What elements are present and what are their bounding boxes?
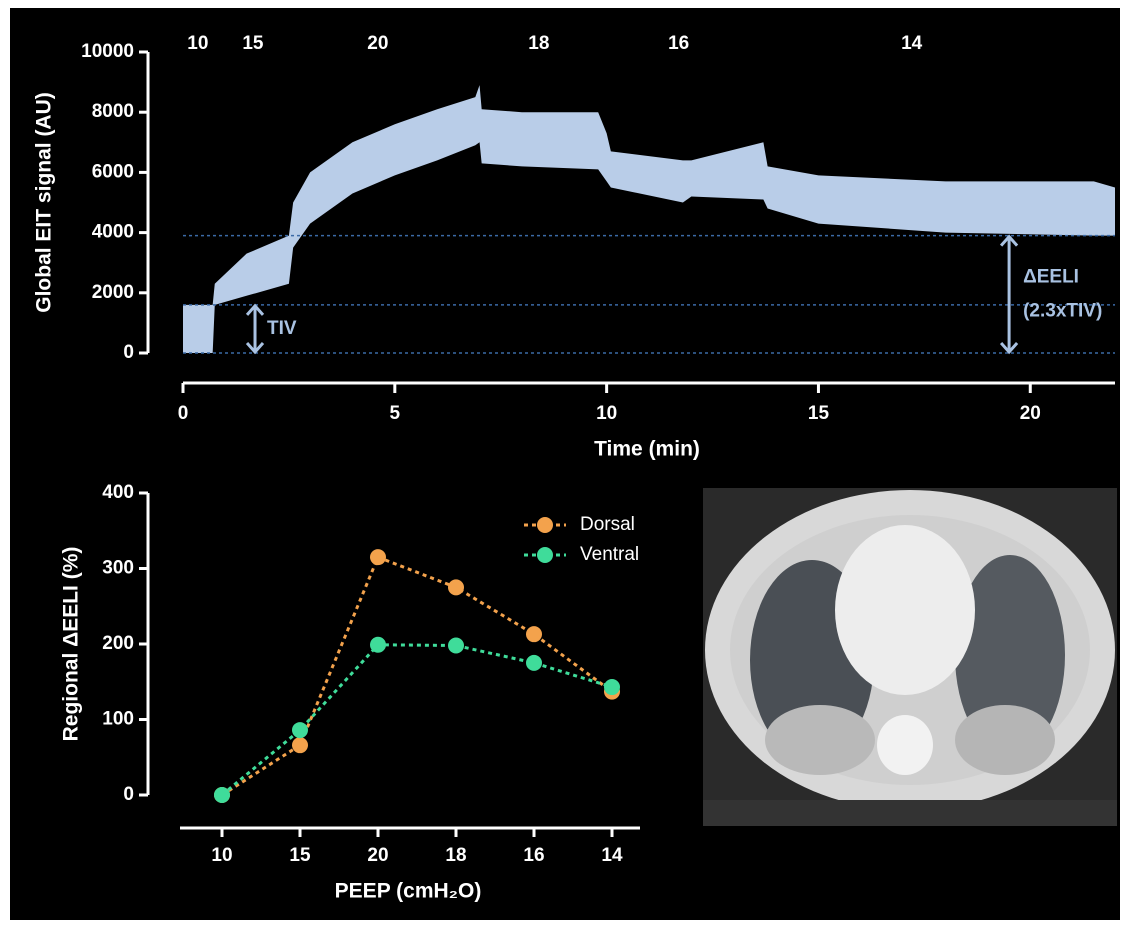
y-tick-label: 6000 <box>92 161 134 182</box>
ct-table <box>703 800 1117 826</box>
peep-label: 16 <box>668 33 689 54</box>
x-tick-label: 20 <box>367 845 388 866</box>
peep-label: 14 <box>901 33 923 54</box>
data-point <box>526 655 542 671</box>
x-tick-label: 10 <box>211 845 232 866</box>
legend-label: Ventral <box>580 544 639 565</box>
data-point <box>292 737 308 753</box>
annotation-label: ΔEELI <box>1023 266 1079 287</box>
x-tick-label: 15 <box>289 845 311 866</box>
y-axis-title: Regional ΔEELI (%) <box>60 547 83 742</box>
y-tick-label: 0 <box>123 342 134 363</box>
ct-heart <box>835 525 975 695</box>
ct-image <box>703 488 1117 826</box>
y-tick-label: 200 <box>102 633 134 654</box>
x-tick-label: 0 <box>178 403 189 424</box>
x-tick-label: 16 <box>523 845 544 866</box>
data-point <box>526 626 542 642</box>
x-axis-title: Time (min) <box>594 438 700 461</box>
annotation-label: TIV <box>267 318 297 339</box>
ct-consolidation <box>955 705 1055 775</box>
data-point <box>448 638 464 654</box>
peep-label: 10 <box>187 33 208 54</box>
y-tick-label: 10000 <box>81 41 134 62</box>
peep-label: 20 <box>367 33 388 54</box>
y-axis-title: Global EIT signal (AU) <box>33 92 56 313</box>
x-tick-label: 5 <box>390 403 401 424</box>
data-point <box>604 679 620 695</box>
ct-consolidation <box>765 705 875 775</box>
annotation-label: (2.3xTIV) <box>1023 300 1102 321</box>
legend-marker <box>537 517 553 533</box>
x-tick-label: 15 <box>808 403 830 424</box>
data-point <box>370 549 386 565</box>
y-tick-label: 0 <box>123 784 134 805</box>
x-tick-label: 14 <box>601 845 623 866</box>
data-point <box>214 787 230 803</box>
data-point <box>292 722 308 738</box>
y-tick-label: 4000 <box>92 222 134 243</box>
x-tick-label: 18 <box>445 845 466 866</box>
y-tick-label: 8000 <box>92 101 134 122</box>
x-tick-label: 10 <box>596 403 617 424</box>
x-axis-title: PEEP (cmH₂O) <box>335 880 482 903</box>
peep-label: 15 <box>242 33 264 54</box>
y-tick-label: 300 <box>102 558 134 579</box>
data-point <box>370 637 386 653</box>
legend-label: Dorsal <box>580 514 635 535</box>
y-tick-label: 100 <box>102 709 134 730</box>
figure: 0200040006000800010000Global EIT signal … <box>0 0 1129 929</box>
legend-marker <box>537 547 553 563</box>
data-point <box>448 579 464 595</box>
x-tick-label: 20 <box>1020 403 1041 424</box>
y-tick-label: 400 <box>102 482 134 503</box>
page: {"chart_data": [ {"type": "band", "xlabe… <box>0 0 1129 929</box>
ct-spine <box>877 715 933 775</box>
y-tick-label: 2000 <box>92 282 134 303</box>
peep-label: 18 <box>528 33 549 54</box>
